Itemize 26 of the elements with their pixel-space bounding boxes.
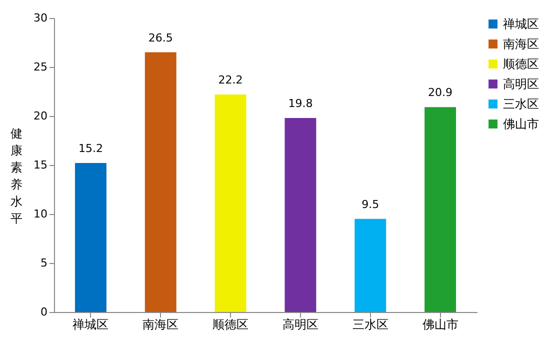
legend-label: 三水区 [503,97,539,111]
y-tick-label: 30 [34,12,48,24]
y-tick-label: 0 [40,306,48,318]
data-label: 22.2 [218,73,243,86]
data-label: 19.8 [288,96,313,110]
x-tick-label: 禅城区 [72,318,109,332]
legend-label: 禅城区 [503,17,539,31]
legend-label: 佛山市 [503,117,539,131]
legend-label: 顺德区 [503,57,539,71]
y-tick-label: 25 [34,60,48,74]
y-tick-label: 15 [34,158,48,172]
legend-label: 南海区 [503,37,539,51]
data-label: 20.9 [428,86,453,100]
y-tick-label: 10 [34,208,48,220]
x-tick-label: 高明区 [282,318,318,332]
x-tick-label: 顺德区 [212,318,249,332]
y-tick-label: 20 [34,110,48,122]
data-label: 9.5 [362,198,380,211]
data-label: 26.5 [148,31,173,44]
x-tick-label: 南海区 [142,318,179,332]
x-tick-label: 佛山市 [422,318,458,332]
y-tick-label: 5 [40,256,48,270]
y-axis-title: 健康素养水平 [10,126,22,226]
legend-label: 高明区 [503,77,539,91]
x-tick-label: 三水区 [352,318,388,332]
data-label: 15.2 [78,142,103,156]
